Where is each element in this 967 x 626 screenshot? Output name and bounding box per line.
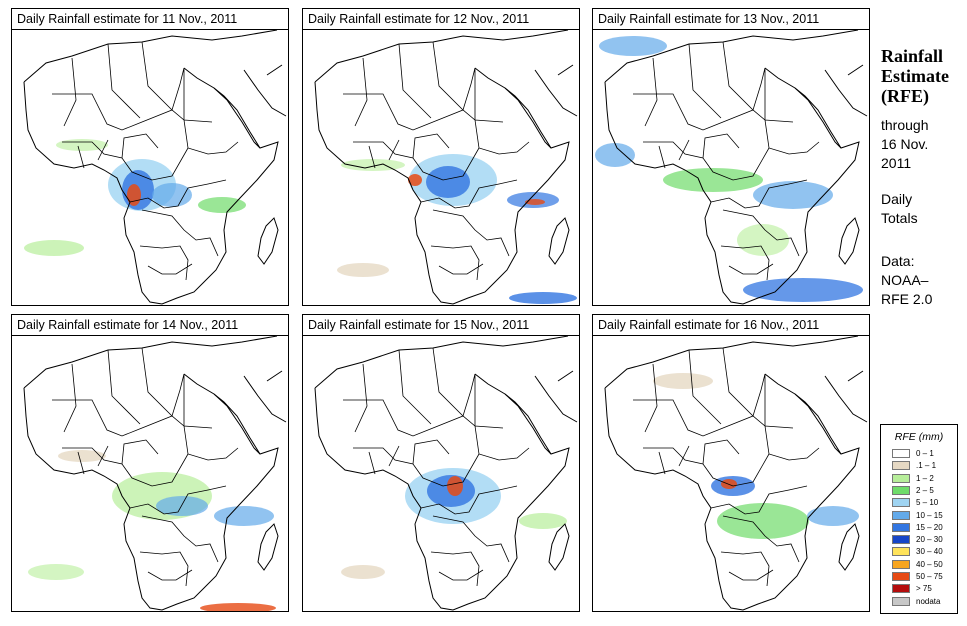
rainfall-map bbox=[604, 336, 868, 611]
legend-item: 20 – 30 bbox=[892, 535, 943, 545]
rainfall-map bbox=[595, 30, 868, 305]
legend-swatch bbox=[892, 510, 910, 520]
map-panel-16-nov: Daily Rainfall estimate for 16 Nov., 201… bbox=[592, 314, 870, 612]
legend-label: 20 – 30 bbox=[916, 535, 943, 545]
rainfall-field bbox=[337, 154, 577, 304]
rainfall-map bbox=[314, 30, 578, 305]
source-line: NOAA– bbox=[881, 272, 929, 288]
legend-swatch bbox=[892, 584, 910, 594]
map-panel-15-nov: Daily Rainfall estimate for 15 Nov., 201… bbox=[302, 314, 580, 612]
legend-item: 10 – 15 bbox=[892, 510, 943, 521]
through-label: through bbox=[881, 117, 929, 133]
date-line: 2011 bbox=[881, 155, 912, 171]
legend-item: 0 – 1 bbox=[892, 449, 934, 459]
sidebar-date: through 16 Nov. 2011 bbox=[881, 116, 965, 173]
legend-item: 30 – 40 bbox=[892, 547, 943, 557]
legend-label: 0 – 1 bbox=[916, 449, 934, 458]
panel-title: Daily Rainfall estimate for 15 Nov., 201… bbox=[303, 315, 579, 336]
rainfall-field bbox=[595, 36, 863, 302]
title-line: (RFE) bbox=[881, 86, 929, 106]
date-line: 16 Nov. bbox=[881, 136, 929, 152]
legend-label: 30 – 40 bbox=[916, 547, 943, 557]
data-label: Data: bbox=[881, 253, 915, 269]
panel-title: Daily Rainfall estimate for 12 Nov., 201… bbox=[303, 9, 579, 30]
legend-swatch bbox=[892, 522, 910, 532]
legend-swatch bbox=[892, 559, 910, 569]
rfe-legend: RFE (mm) 0 – 1 .1 – 1 1 – 2 2 – 5 5 – 10 10 –… bbox=[880, 424, 958, 614]
legend-swatch bbox=[892, 449, 910, 458]
legend-item: .1 – 1 bbox=[892, 461, 936, 471]
rainfall-map bbox=[314, 336, 578, 611]
legend-swatch bbox=[892, 547, 910, 557]
legend-label: 15 – 20 bbox=[916, 522, 943, 532]
legend-label: .1 – 1 bbox=[916, 461, 937, 471]
rainfall-field bbox=[341, 468, 567, 579]
sidebar-source: Data: NOAA– RFE 2.0 bbox=[881, 252, 965, 309]
rainfall-field bbox=[24, 139, 246, 256]
legend-label: 5 – 10 bbox=[916, 498, 939, 508]
panel-title: Daily Rainfall estimate for 13 Nov., 201… bbox=[593, 9, 869, 30]
sidebar-totals: Daily Totals bbox=[881, 190, 965, 228]
legend-item: nodata bbox=[892, 596, 941, 607]
legend-swatch bbox=[892, 572, 910, 581]
title-line: Estimate bbox=[881, 66, 949, 86]
legend-item: 50 – 75 bbox=[892, 572, 943, 582]
rainfall-map bbox=[23, 30, 287, 305]
legend-label: 2 – 5 bbox=[916, 485, 934, 495]
legend-swatch bbox=[892, 461, 910, 471]
legend-swatch bbox=[892, 498, 910, 508]
legend-label: 1 – 2 bbox=[916, 473, 934, 483]
title-line: Rainfall bbox=[881, 46, 944, 66]
legend-label: 10 – 15 bbox=[916, 510, 943, 520]
sidebar-title: Rainfall Estimate (RFE) bbox=[881, 46, 965, 106]
legend-item: 40 – 50 bbox=[892, 559, 943, 570]
source-line: RFE 2.0 bbox=[881, 291, 933, 307]
map-panel-14-nov: Daily Rainfall estimate for 14 Nov., 201… bbox=[11, 314, 289, 612]
legend-item: > 75 bbox=[892, 584, 932, 594]
panel-title: Daily Rainfall estimate for 11 Nov., 201… bbox=[12, 9, 288, 30]
legend-item: 2 – 5 bbox=[892, 485, 934, 496]
legend-swatch bbox=[892, 596, 910, 606]
legend-swatch bbox=[892, 473, 910, 483]
map-panel-11-nov: Daily Rainfall estimate for 11 Nov., 201… bbox=[11, 8, 289, 306]
map-panel-12-nov: Daily Rainfall estimate for 12 Nov., 201… bbox=[302, 8, 580, 306]
panel-title: Daily Rainfall estimate for 16 Nov., 201… bbox=[593, 315, 869, 336]
rainfall-field bbox=[28, 450, 276, 611]
map-panel-13-nov: Daily Rainfall estimate for 13 Nov., 201… bbox=[592, 8, 870, 306]
totals-line: Totals bbox=[881, 210, 918, 226]
legend-label: nodata bbox=[916, 596, 941, 606]
legend-swatch bbox=[892, 485, 910, 495]
panel-title: Daily Rainfall estimate for 14 Nov., 201… bbox=[12, 315, 288, 336]
legend-item: 1 – 2 bbox=[892, 473, 934, 484]
totals-line: Daily bbox=[881, 191, 913, 207]
legend-label: > 75 bbox=[916, 584, 932, 594]
legend-label: 50 – 75 bbox=[916, 572, 943, 581]
legend-title: RFE (mm) bbox=[894, 431, 944, 443]
rainfall-map bbox=[23, 336, 287, 611]
legend-item: 15 – 20 bbox=[892, 522, 943, 533]
legend-swatch bbox=[892, 535, 910, 545]
legend-label: 40 – 50 bbox=[916, 559, 943, 569]
legend-item: 5 – 10 bbox=[892, 498, 938, 508]
